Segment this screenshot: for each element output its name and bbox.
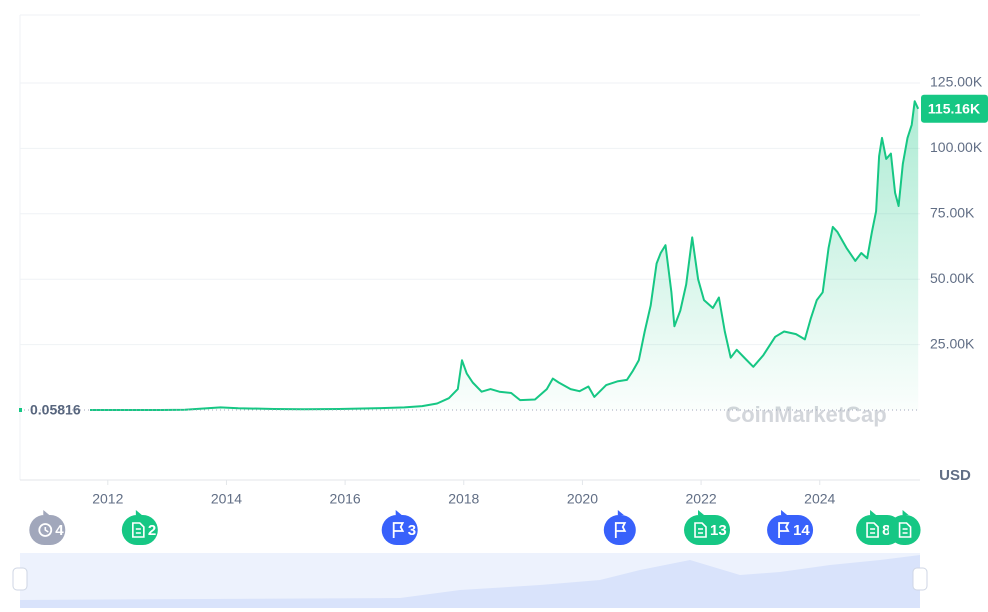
badge-label: 4 [55,522,64,539]
badge-label: 3 [408,522,416,539]
event-badge[interactable]: 14 [767,510,814,545]
icon-history [38,523,53,537]
price-line [90,100,920,411]
start-price-marker [19,407,22,412]
start-price-label: 0.05816 [30,402,81,418]
event-badge[interactable]: 3 [381,510,418,545]
icon-doc [132,522,145,538]
event-badge[interactable]: 13 [684,510,731,545]
x-tick-label: 2022 [686,491,717,507]
icon-flag [614,522,627,538]
badge-shape [617,510,624,515]
y-tick-label: 125.00K [930,74,983,90]
event-badge[interactable] [888,510,921,545]
badge-label: 13 [710,522,727,539]
icon-doc [898,522,912,538]
badge-shape [698,510,705,515]
navigator-handle[interactable] [912,567,928,591]
y-tick-label: 25.00K [930,335,975,351]
event-badge[interactable]: 4 [29,510,66,545]
icon-flag [392,522,405,538]
badge-body [888,515,921,545]
x-tick-label: 2014 [211,491,242,507]
badge-shape [781,510,788,515]
x-tick-label: 2016 [330,491,361,507]
badge-body [603,515,636,545]
navigator-area [20,555,920,608]
icon-doc [866,522,879,538]
icon-history-hand [44,527,49,533]
x-tick-label: 2024 [804,491,835,507]
badge-shape [43,510,50,515]
price-tag-label: 115.16K [928,100,980,116]
event-badge[interactable] [603,510,636,545]
badge-shape [870,510,877,515]
unit-label: USD [939,467,971,484]
navigator-handle[interactable] [12,567,28,591]
x-tick-label: 2012 [92,491,123,507]
icon-doc [694,522,707,538]
badge-body [121,515,158,545]
icon-flag [778,522,790,538]
badge-label: 14 [793,522,810,539]
badge-shape [135,510,142,515]
y-tick-label: 75.00K [930,205,975,221]
price-area [90,101,919,411]
badge-body [381,515,418,545]
price-tag [921,94,988,123]
x-tick-label: 2020 [567,491,598,507]
y-tick-label: 50.00K [930,270,975,286]
badge-label: 2 [148,522,156,539]
event-badge[interactable]: 2 [121,510,158,545]
badge-body [29,515,66,545]
y-tick-label: 100.00K [930,139,983,155]
badge-shape [395,510,402,515]
x-tick-label: 2018 [448,491,479,507]
badge-shape [902,510,909,515]
